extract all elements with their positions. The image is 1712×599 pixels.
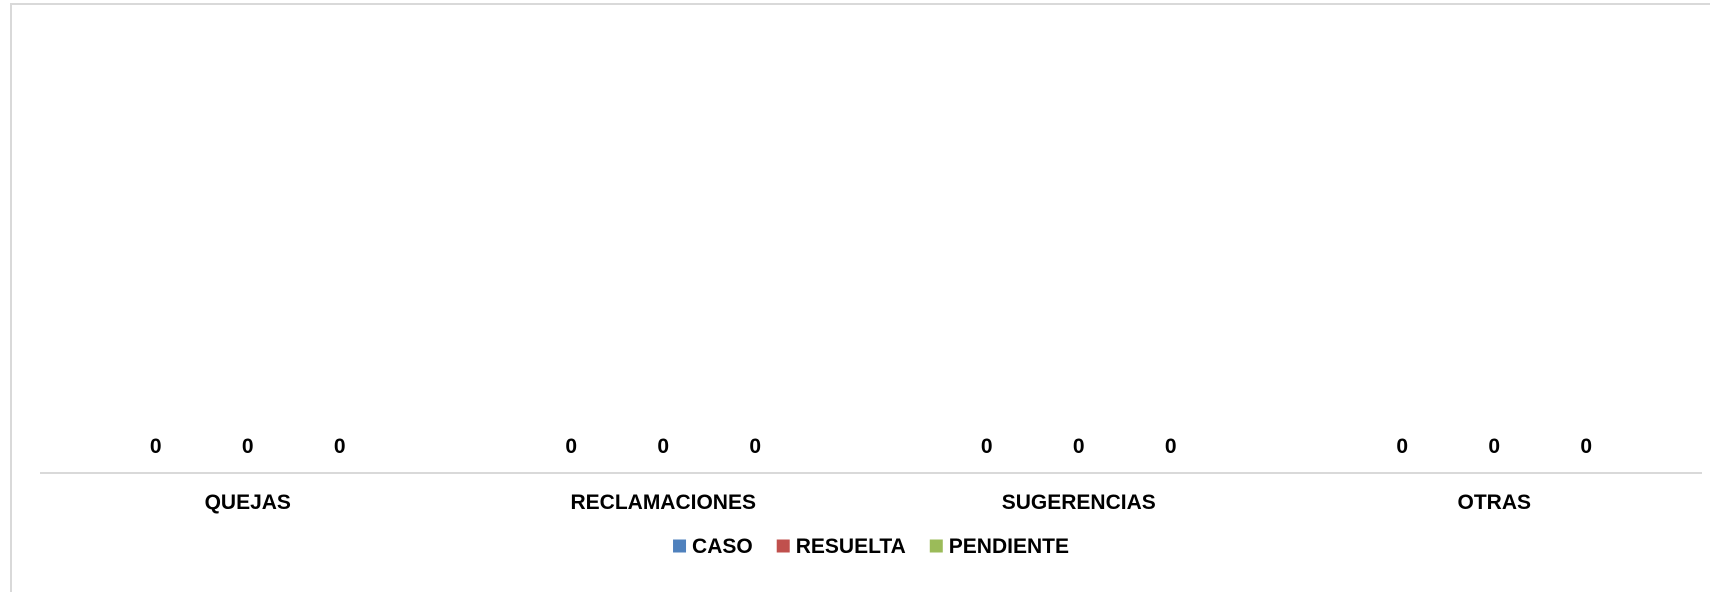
value-label-caso-1: 0 [565, 435, 577, 458]
value-label-caso-3: 0 [1396, 435, 1408, 458]
legend-label-pendiente: PENDIENTE [949, 535, 1069, 558]
value-label-pendiente-1: 0 [749, 435, 761, 458]
legend-label-resuelta: RESUELTA [796, 535, 906, 558]
value-label-resuelta-3: 0 [1488, 435, 1500, 458]
value-label-resuelta-0: 0 [242, 435, 254, 458]
legend: CASO RESUELTA PENDIENTE [673, 535, 1069, 558]
category-label-3: OTRAS [1458, 491, 1532, 514]
legend-swatch-pendiente [929, 539, 943, 553]
value-label-caso-2: 0 [981, 435, 993, 458]
category-label-0: QUEJAS [205, 491, 291, 514]
legend-label-caso: CASO [692, 535, 753, 558]
value-label-pendiente-3: 0 [1580, 435, 1592, 458]
category-label-2: SUGERENCIAS [1002, 491, 1156, 514]
value-label-resuelta-2: 0 [1073, 435, 1085, 458]
value-label-caso-0: 0 [150, 435, 162, 458]
category-label-1: RECLAMACIONES [570, 491, 756, 514]
legend-swatch-resuelta [776, 539, 790, 553]
value-label-pendiente-2: 0 [1165, 435, 1177, 458]
value-label-pendiente-0: 0 [334, 435, 346, 458]
value-label-resuelta-1: 0 [657, 435, 669, 458]
value-labels-layer: 0 0 0 0 0 0 0 0 0 0 0 0 [150, 435, 1592, 458]
chart: 0 0 0 0 0 0 0 0 0 0 0 0 QUEJAS RECLAMACIONES SUGERENC… [40, 435, 1702, 558]
legend-swatch-caso [673, 539, 687, 553]
category-labels-layer: QUEJAS RECLAMACIONES SUGERENCIAS OTRAS [205, 491, 1531, 514]
chart-frame: 0 0 0 0 0 0 0 0 0 0 0 0 QUEJAS RECLAMACIONES SUGERENC… [10, 3, 1710, 592]
